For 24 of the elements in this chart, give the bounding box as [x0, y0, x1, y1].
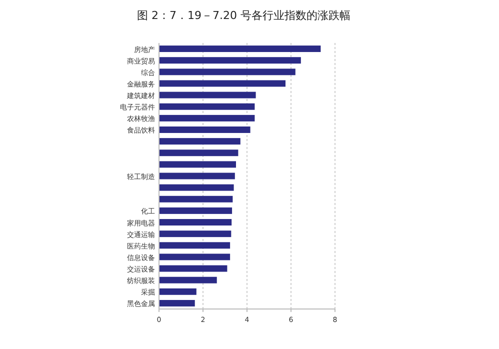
- bar: [159, 103, 255, 110]
- bar: [159, 230, 232, 238]
- bar: [159, 68, 296, 76]
- bar: [159, 288, 196, 295]
- bar: [159, 300, 195, 306]
- bar: [159, 138, 240, 145]
- bar: [159, 114, 255, 122]
- bar: [159, 80, 286, 87]
- bar: [159, 184, 234, 191]
- bar: [159, 126, 250, 133]
- bar: [159, 276, 217, 284]
- bar: [159, 92, 256, 98]
- bar: [159, 265, 228, 272]
- bar: [159, 207, 232, 214]
- bar: [159, 172, 235, 180]
- bar: [159, 254, 230, 260]
- chart-title: 图 2：7．19－7.20 号各行业指数的涨跌幅: [137, 9, 350, 22]
- bar: [159, 219, 232, 226]
- bar: [159, 46, 321, 52]
- bar: [159, 196, 233, 202]
- bar: [159, 161, 236, 168]
- bar: [159, 242, 230, 249]
- bar: [159, 57, 301, 64]
- bar: [159, 150, 238, 156]
